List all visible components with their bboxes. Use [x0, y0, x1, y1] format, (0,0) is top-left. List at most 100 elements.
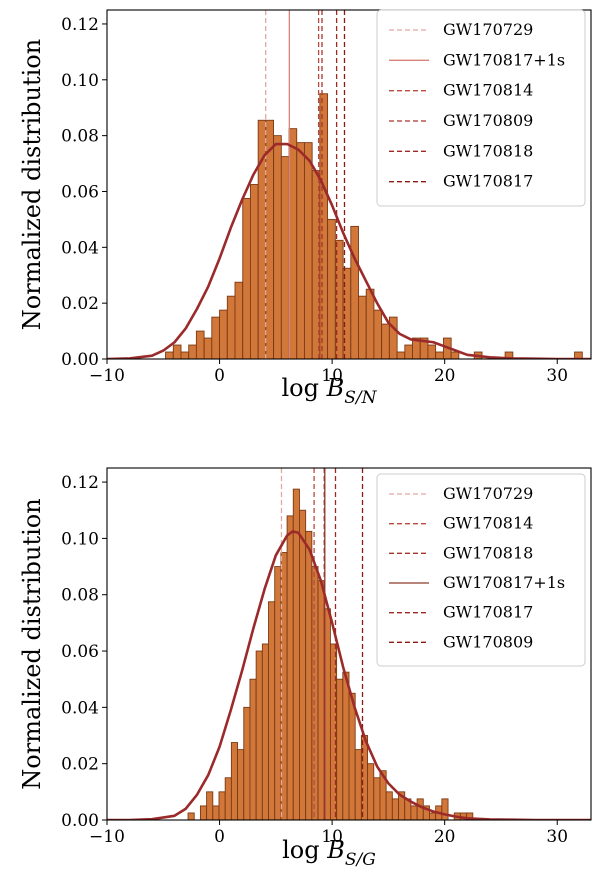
y-tick-label: 0.00 — [61, 811, 99, 831]
histogram-bar — [243, 706, 251, 820]
legend-entry: GW170817+1s — [443, 573, 565, 592]
axes-frame — [106, 9, 592, 360]
histogram-bar — [435, 351, 444, 359]
legend-box — [376, 9, 586, 207]
histogram-bar — [367, 763, 375, 820]
histogram-bar — [358, 295, 367, 359]
histogram-bar — [203, 337, 213, 359]
legend-entry: GW170817 — [443, 603, 533, 622]
legend-entry: GW170729 — [443, 20, 533, 39]
y-tick-label: 0.08 — [61, 127, 99, 147]
histogram-bar — [342, 267, 352, 359]
histogram-bar — [303, 142, 313, 359]
y-tick-label: 0.12 — [61, 473, 99, 493]
histogram-bar — [348, 692, 356, 820]
histogram-bar — [249, 678, 257, 820]
histogram-bar — [237, 749, 245, 820]
histogram-bar — [212, 805, 220, 820]
x-tick-label: 10 — [321, 366, 343, 386]
axes-frame — [106, 467, 592, 821]
x-tick-label: −10 — [89, 827, 125, 847]
legend-entry: GW170818 — [443, 141, 533, 160]
histogram-bar — [429, 812, 437, 820]
histogram-bar — [268, 601, 276, 820]
legend: GW170729 GW170817+1s GW170814 GW170809 GW170… — [376, 9, 586, 207]
legend: GW170729 GW170814 GW170818 GW170817+1s GW170… — [376, 473, 586, 667]
histogram-bar — [311, 566, 319, 820]
legend-entry: GW170729 — [443, 484, 533, 503]
histogram-bar — [450, 351, 460, 359]
chart-panel-bottom: −10 0 10 20 30 0.00 0.02 0.04 0.06 0.08 0.10 0.12 lo… — [18, 467, 592, 870]
histogram-bar — [224, 777, 232, 820]
histogram-bar — [286, 515, 294, 820]
plot-area — [107, 10, 591, 359]
x-tick-label: 0 — [214, 827, 225, 847]
histogram-bar — [242, 198, 251, 359]
histogram-bar — [336, 678, 344, 820]
kde-curve — [107, 142, 591, 359]
x-tick-label: 30 — [546, 366, 568, 386]
legend-entry: GW170817 — [443, 172, 533, 191]
histogram-bar — [404, 344, 413, 359]
legend-entry: GW170809 — [443, 111, 533, 130]
histogram-bar — [188, 344, 197, 359]
histogram-bar — [299, 509, 307, 820]
y-tick-label: 0.02 — [61, 755, 99, 775]
y-tick-label: 0.06 — [61, 182, 99, 202]
legend-entry: GW170814 — [443, 514, 533, 533]
kde-curve — [107, 530, 591, 820]
histogram-bar — [365, 288, 375, 359]
histogram-bar — [199, 805, 208, 820]
x-tick-label: 10 — [321, 827, 343, 847]
histogram-bar — [288, 128, 298, 359]
histogram-bar — [427, 344, 437, 359]
histogram-bar — [317, 580, 325, 820]
histogram-bar — [292, 488, 300, 820]
histogram-bar — [385, 791, 393, 820]
histogram-bar — [466, 812, 474, 820]
legend-box — [376, 473, 586, 667]
x-tick-label: 20 — [434, 366, 456, 386]
histogram-bar — [373, 777, 381, 820]
histogram-bar — [195, 330, 205, 359]
y-tick-label: 0.02 — [61, 294, 99, 314]
histogram-bar — [350, 225, 359, 359]
histogram-bar — [249, 184, 259, 359]
y-tick-label: 0.10 — [61, 71, 99, 91]
y-tick-label: 0.08 — [61, 586, 99, 606]
histogram-bar — [342, 671, 350, 820]
histogram-bar — [234, 281, 244, 359]
histogram-bar — [218, 791, 226, 820]
histogram-bar — [261, 643, 269, 820]
histogram-bar — [219, 309, 228, 359]
x-tick-label: 20 — [434, 827, 456, 847]
histogram-bar — [373, 309, 383, 359]
legend-entry: GW170818 — [443, 543, 533, 562]
histogram-bar — [274, 566, 282, 820]
x-tick-label: −10 — [89, 366, 125, 386]
histogram-bar — [211, 316, 220, 359]
x-tick-label: 0 — [214, 366, 225, 386]
histogram-bar — [391, 798, 399, 820]
x-axis-label: log BS/G — [282, 836, 376, 870]
histogram-bar — [327, 218, 336, 359]
histogram-bar — [172, 344, 182, 359]
legend-entry: GW170814 — [443, 81, 533, 100]
histogram-bar — [381, 323, 390, 359]
histogram-bar — [180, 351, 190, 359]
x-axis-label: log BS/N — [281, 374, 377, 408]
y-tick-label: 0.12 — [61, 15, 99, 35]
histogram-bar — [206, 791, 214, 820]
histogram-bar — [416, 798, 424, 820]
histogram-bar — [226, 295, 236, 359]
histogram-bar — [165, 351, 174, 359]
histogram-bar — [230, 742, 239, 820]
x-tick-label: 30 — [546, 827, 568, 847]
histogram-bar — [354, 749, 362, 820]
histogram-bar — [396, 351, 406, 359]
histogram-bar — [255, 650, 263, 820]
y-tick-label: 0.00 — [61, 350, 99, 370]
y-tick-label: 0.04 — [61, 698, 99, 718]
histogram-bar — [296, 142, 305, 359]
